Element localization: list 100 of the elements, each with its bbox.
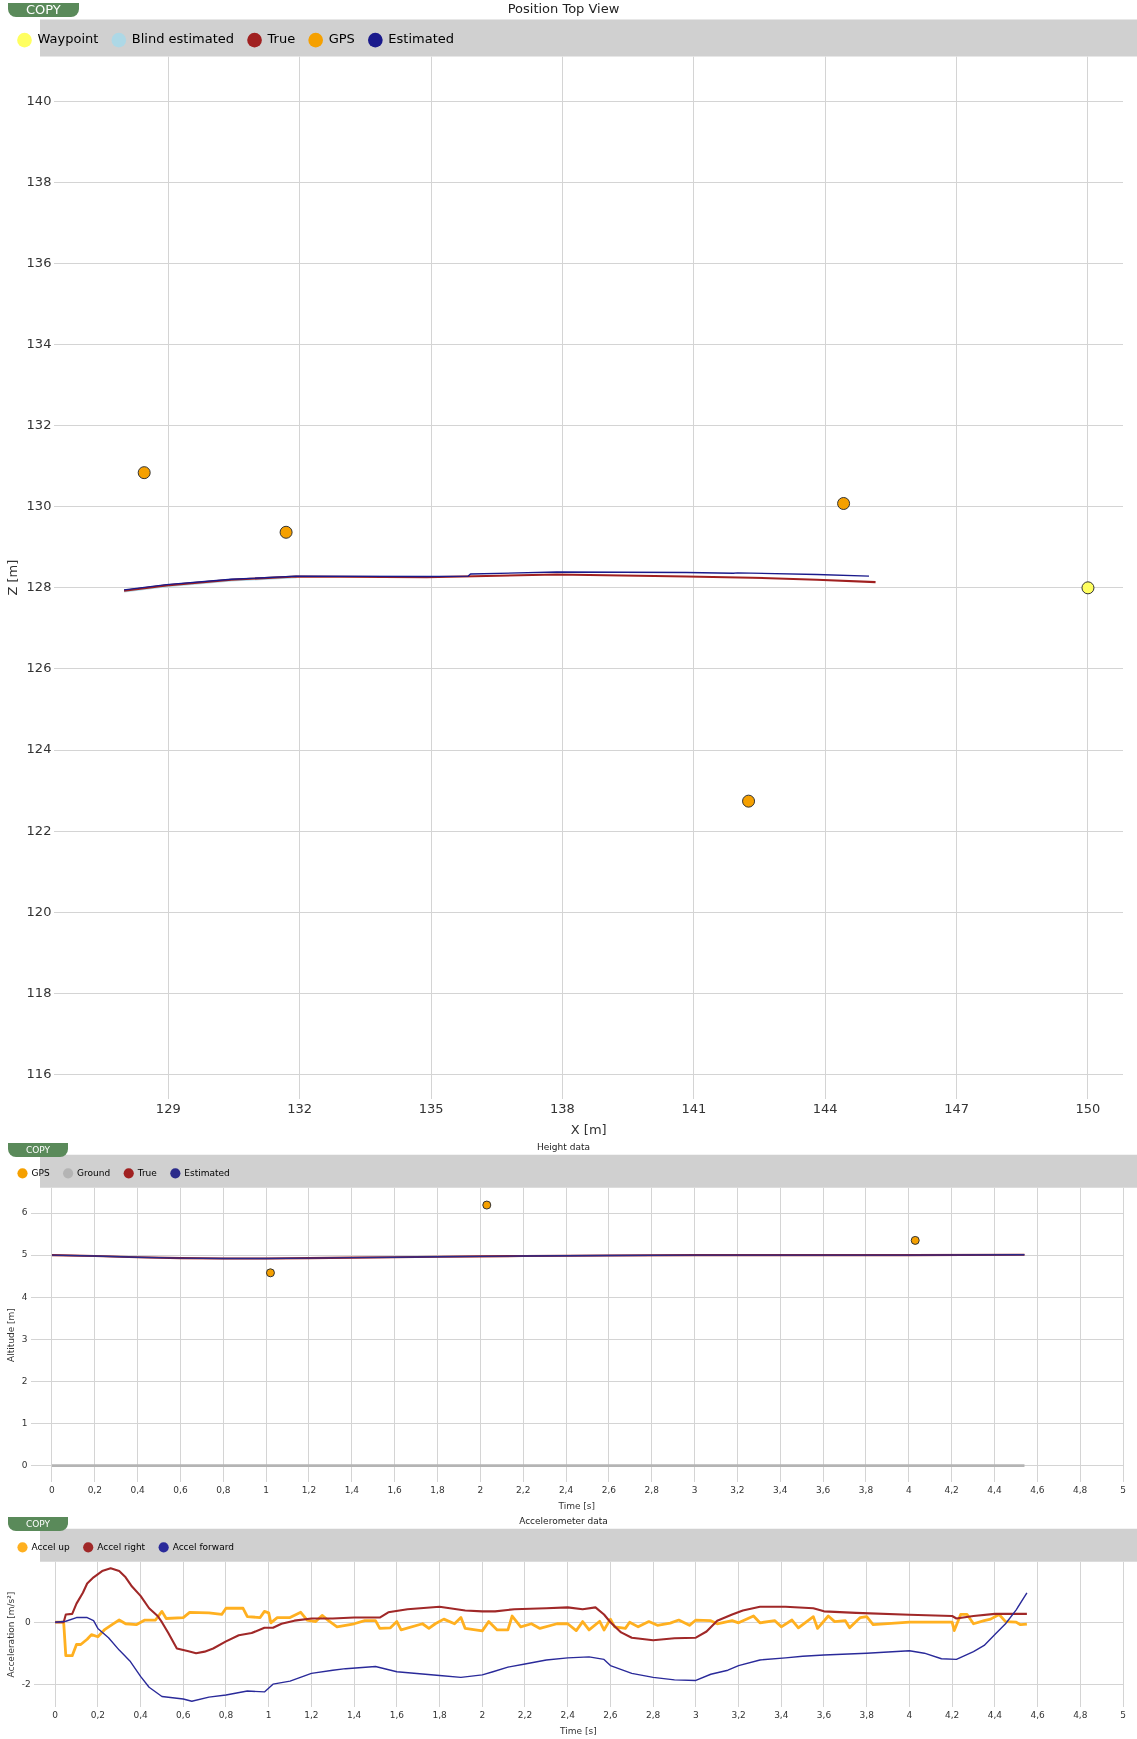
y-tick-label: 3 xyxy=(21,1333,28,1344)
x-tick-label: 138 xyxy=(550,1100,575,1116)
x-tick-label: 141 xyxy=(681,1100,707,1116)
x-tick-label: 2,6 xyxy=(601,1485,617,1496)
x-tick-label: 3,2 xyxy=(731,1710,746,1721)
y-tick-label: 4 xyxy=(21,1291,28,1302)
x-tick-label: 3,8 xyxy=(859,1710,875,1721)
x-tick-label: 3 xyxy=(692,1710,699,1721)
x-tick-label: 1,2 xyxy=(301,1485,317,1496)
y-tick-label: 2 xyxy=(21,1375,28,1386)
x-tick-label: 1,4 xyxy=(344,1485,360,1496)
y-tick-label: 0 xyxy=(25,1616,32,1627)
y-tick-label: 0 xyxy=(21,1459,28,1470)
y-tick-label: 140 xyxy=(26,92,52,108)
x-tick-label: 4,8 xyxy=(1072,1485,1088,1496)
chart-title: Accelerometer data xyxy=(519,1515,608,1526)
x-tick-label: 2,2 xyxy=(516,1485,531,1496)
x-tick-label: 2 xyxy=(477,1485,484,1496)
x-tick-label: 3,2 xyxy=(730,1485,745,1496)
y-tick-label: 138 xyxy=(26,173,52,189)
legend-label: GPS xyxy=(31,1167,50,1178)
y-axis-title: Z [m] xyxy=(5,559,21,596)
y-tick-label: 1 xyxy=(21,1417,28,1428)
x-tick-label: 4 xyxy=(906,1710,913,1721)
chart-title: Position Top View xyxy=(507,1,620,17)
x-tick-label: 3,6 xyxy=(815,1485,831,1496)
y-tick-label: 5 xyxy=(21,1249,28,1260)
legend-label: Accel forward xyxy=(172,1541,234,1552)
text: COPY xyxy=(8,2,79,17)
x-tick-label: 2 xyxy=(479,1710,486,1721)
x-tick-label: 1,8 xyxy=(432,1710,447,1721)
y-tick-label: 130 xyxy=(26,498,52,514)
x-tick-label: 3,6 xyxy=(816,1710,832,1721)
y-tick-label: 116 xyxy=(26,1065,52,1081)
x-tick-label: 5 xyxy=(1120,1710,1126,1721)
x-tick-label: 132 xyxy=(287,1100,313,1116)
x-tick-label: 0 xyxy=(52,1710,59,1721)
x-tick-label: 2,6 xyxy=(603,1710,618,1721)
legend-label: True xyxy=(136,1167,158,1178)
x-tick-label: 0,2 xyxy=(87,1485,102,1496)
x-tick-label: 0,8 xyxy=(218,1710,234,1721)
x-tick-label: 129 xyxy=(155,1100,181,1116)
legend-label: Estimated xyxy=(388,31,455,47)
y-tick-label: 122 xyxy=(26,822,52,838)
x-tick-label: 4,2 xyxy=(944,1485,959,1496)
y-tick-label: 128 xyxy=(26,579,52,595)
x-tick-label: 0,4 xyxy=(130,1485,146,1496)
legend-label: Waypoint xyxy=(37,31,99,47)
x-tick-label: 0,8 xyxy=(216,1485,231,1496)
x-tick-label: 4,6 xyxy=(1030,1710,1045,1721)
x-tick-label: 0,6 xyxy=(173,1485,188,1496)
y-tick-label: 6 xyxy=(21,1207,28,1218)
x-tick-label: 147 xyxy=(944,1100,969,1116)
x-tick-label: 0,6 xyxy=(176,1710,191,1721)
x-tick-label: 2,4 xyxy=(558,1485,574,1496)
y-axis-title: Acceleration [m/s²] xyxy=(5,1591,16,1678)
legend-label: Blind estimated xyxy=(131,31,235,47)
x-tick-label: 2,8 xyxy=(645,1710,661,1721)
text: COPY xyxy=(8,1143,69,1157)
x-tick-label: 4,8 xyxy=(1073,1710,1088,1721)
x-tick-label: 3,4 xyxy=(773,1485,788,1496)
x-tick-label: 4,6 xyxy=(1030,1485,1045,1496)
y-tick-label: 124 xyxy=(26,741,52,757)
legend-label: Estimated xyxy=(184,1167,230,1178)
text: COPY xyxy=(8,1517,69,1531)
legend-label: Accel up xyxy=(31,1541,70,1552)
y-tick-label: 136 xyxy=(26,254,52,270)
x-tick-label: 1,6 xyxy=(389,1710,405,1721)
x-tick-label: 3,8 xyxy=(858,1485,874,1496)
x-tick-label: 4,2 xyxy=(944,1710,960,1721)
x-tick-label: 5 xyxy=(1120,1485,1126,1496)
x-tick-label: 2,8 xyxy=(644,1485,660,1496)
legend-label: GPS xyxy=(328,31,355,47)
x-tick-label: 1,6 xyxy=(387,1485,403,1496)
x-tick-label: 144 xyxy=(812,1100,838,1116)
x-tick-label: 1 xyxy=(265,1710,272,1721)
x-tick-label: 2,2 xyxy=(517,1710,533,1721)
y-axis-title: Altitude [m] xyxy=(5,1308,16,1363)
y-tick-label: 126 xyxy=(26,660,52,676)
legend-label: Accel right xyxy=(97,1541,146,1552)
x-axis-title: X [m] xyxy=(570,1121,607,1137)
x-tick-label: 3 xyxy=(691,1485,698,1496)
y-tick-label: 118 xyxy=(26,984,52,1000)
x-tick-label: 1,4 xyxy=(346,1710,362,1721)
x-tick-label: 0,2 xyxy=(90,1710,106,1721)
x-axis-title: Time [s] xyxy=(559,1725,597,1736)
x-axis-title: Time [s] xyxy=(557,1500,596,1511)
chart-title: Height data xyxy=(537,1141,590,1152)
x-tick-label: 3,4 xyxy=(774,1710,789,1721)
x-tick-label: 4,4 xyxy=(987,1485,1002,1496)
x-tick-label: 1,8 xyxy=(430,1485,445,1496)
x-tick-label: 4,4 xyxy=(987,1710,1003,1721)
y-tick-label: -2 xyxy=(21,1678,31,1689)
x-tick-label: 0,4 xyxy=(133,1710,148,1721)
x-tick-label: 4 xyxy=(905,1485,912,1496)
legend-label: Ground xyxy=(77,1167,111,1178)
x-tick-label: 1 xyxy=(263,1485,270,1496)
x-tick-label: 150 xyxy=(1075,1100,1101,1116)
y-tick-label: 120 xyxy=(26,903,52,919)
legend-label: True xyxy=(266,31,296,47)
